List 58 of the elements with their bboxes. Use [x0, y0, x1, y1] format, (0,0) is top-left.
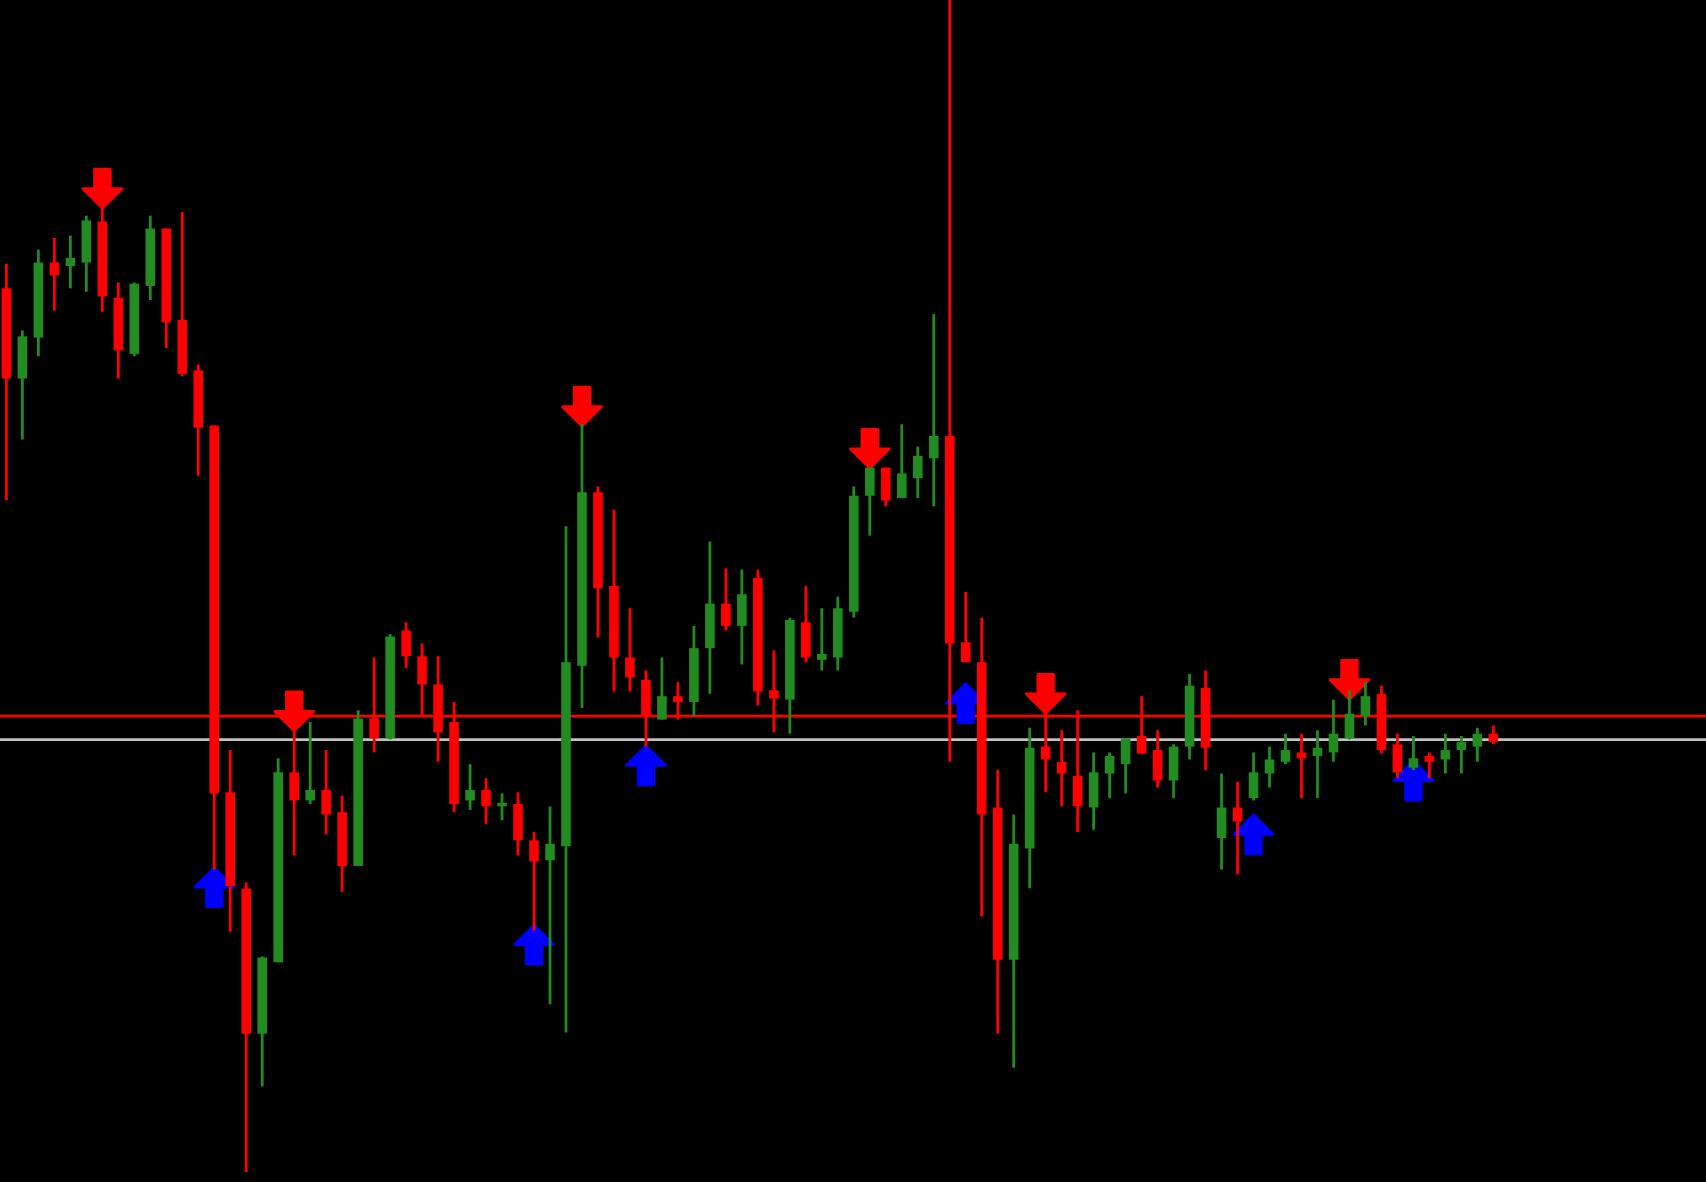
candlestick [1120, 736, 1131, 795]
point [193, 866, 236, 909]
candlestick [81, 214, 92, 294]
candlestick [1472, 726, 1483, 764]
candlestick [1152, 728, 1163, 789]
candlestick [625, 606, 635, 693]
point [1392, 759, 1435, 802]
point [513, 923, 555, 966]
candlestick [1168, 742, 1179, 800]
candlestick [1248, 751, 1259, 802]
candlestick [545, 804, 555, 1006]
candlestick [1488, 724, 1499, 746]
candlestick [1056, 728, 1067, 808]
point [561, 385, 603, 428]
candlestick [1440, 732, 1451, 775]
candlestick [65, 234, 76, 290]
candlestick [801, 584, 811, 664]
point [848, 428, 891, 470]
candlestick [737, 568, 747, 666]
candlestick [305, 720, 315, 806]
candlestick [912, 445, 923, 500]
candlestick [401, 620, 411, 670]
candlestick [960, 590, 971, 664]
candlestick [321, 748, 331, 836]
candlestick [705, 540, 715, 696]
candlestick [1424, 751, 1435, 780]
candlestick [1104, 751, 1115, 800]
candlestick [1392, 732, 1403, 780]
candlestick [1360, 680, 1371, 727]
candlestick [529, 830, 539, 932]
candlestick [721, 567, 731, 632]
candlestick [1456, 734, 1467, 775]
point [273, 690, 316, 733]
candlestick [1232, 780, 1243, 876]
candlestick [864, 466, 875, 537]
candlestick [1408, 734, 1419, 772]
candlestick [481, 776, 491, 826]
candlestick [1088, 751, 1099, 832]
candlestick [896, 422, 907, 500]
point [81, 167, 124, 210]
point [1328, 658, 1371, 701]
candlestick [928, 312, 939, 508]
point [625, 744, 667, 787]
candlestick [1312, 728, 1323, 800]
candlestick [1328, 698, 1339, 764]
candlestick [513, 790, 523, 857]
candlestick [17, 329, 28, 441]
candlestick [1216, 772, 1227, 872]
candlestick [1344, 688, 1355, 741]
candlestick [1280, 732, 1291, 766]
candlestick [1296, 732, 1307, 800]
point [1024, 672, 1067, 715]
point [1232, 813, 1275, 856]
candlestick [657, 656, 667, 721]
candlestick [1264, 745, 1275, 789]
candlestick [465, 762, 475, 812]
candlestick [817, 606, 827, 672]
candlestick [880, 466, 891, 508]
